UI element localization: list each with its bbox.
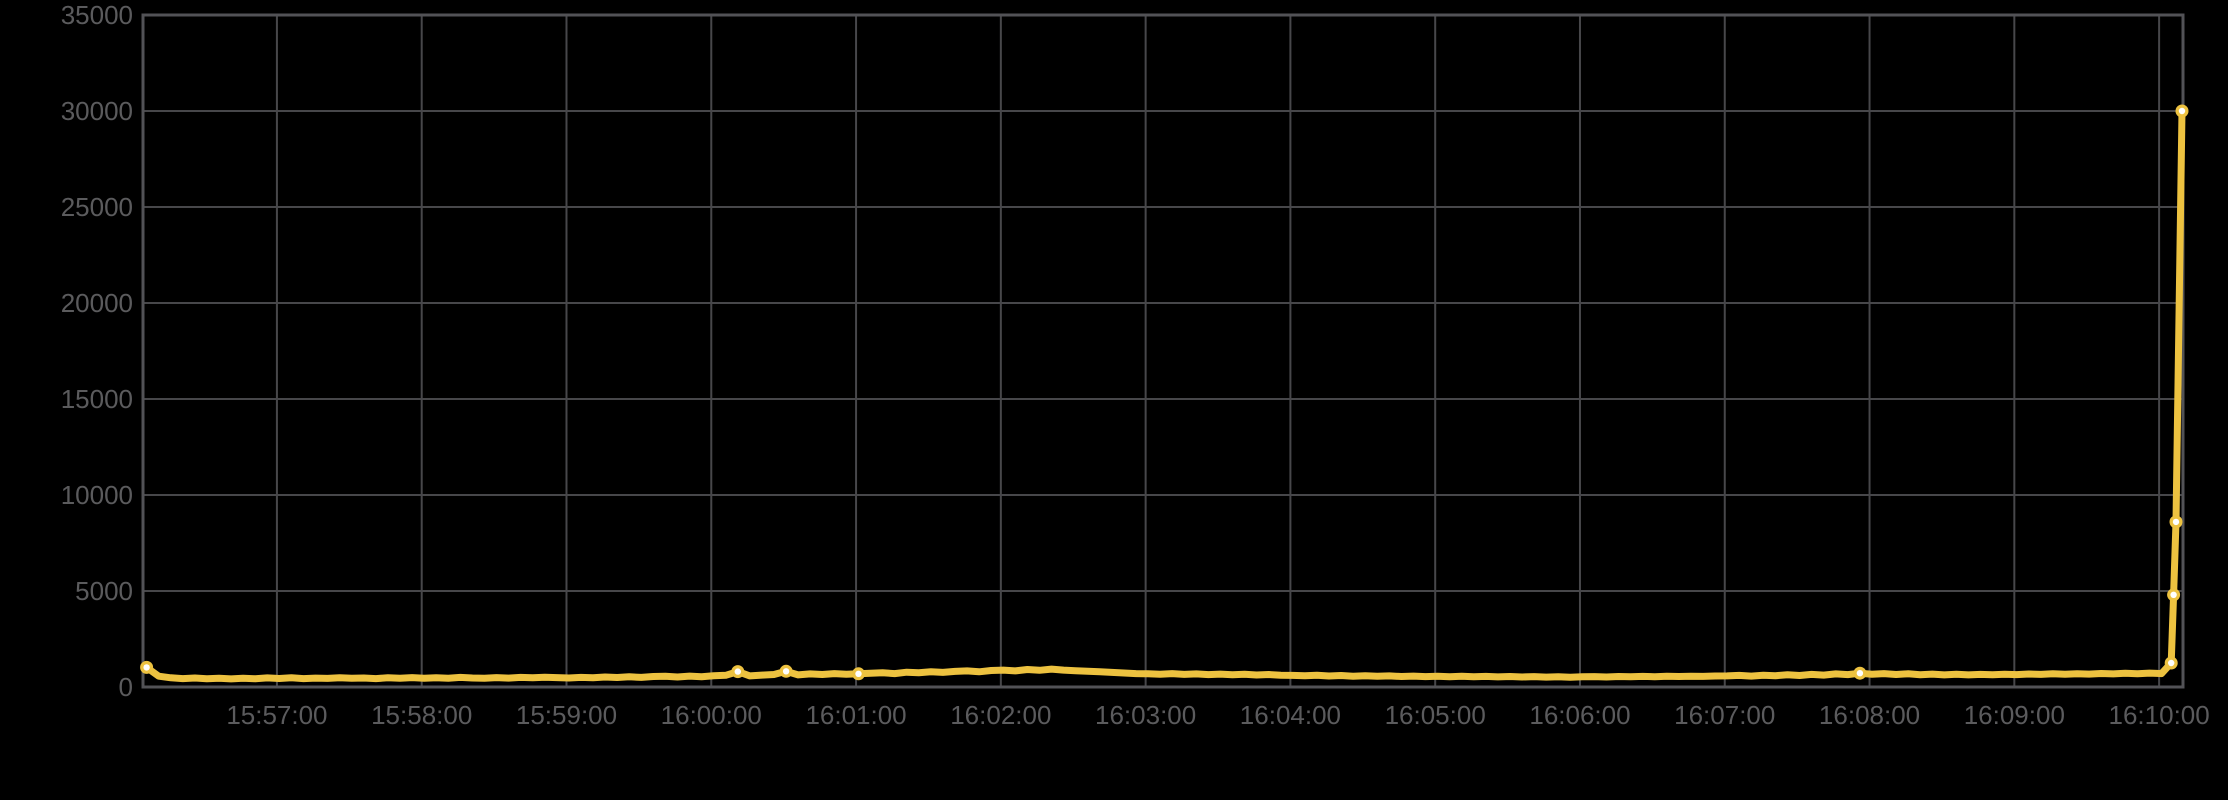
y-axis-label: 10000 [61, 480, 133, 510]
y-axis-label: 35000 [61, 0, 133, 30]
data-point-marker-center [143, 664, 150, 671]
data-point-marker-center [2170, 591, 2177, 598]
x-axis-label: 15:59:00 [516, 700, 617, 730]
x-axis-label: 16:02:00 [950, 700, 1051, 730]
data-point-marker-center [2178, 107, 2186, 115]
data-point-marker-center [2168, 659, 2175, 667]
x-axis-label: 16:05:00 [1385, 700, 1486, 730]
x-axis-label: 16:08:00 [1819, 700, 1920, 730]
y-axis-label: 15000 [61, 384, 133, 414]
x-axis-label: 16:06:00 [1529, 700, 1630, 730]
x-axis-label: 16:04:00 [1240, 700, 1341, 730]
data-point-marker-center [855, 670, 862, 677]
plot-border [141, 13, 2185, 689]
data-point-marker-center [782, 668, 790, 675]
y-axis-label: 20000 [61, 288, 133, 318]
data-point-marker-center [2172, 518, 2180, 526]
x-axis-label: 16:00:00 [661, 700, 762, 730]
x-axis-label: 16:07:00 [1674, 700, 1775, 730]
data-point-marker-center [1856, 670, 1864, 677]
x-axis-label: 15:57:00 [226, 700, 327, 730]
x-axis-label: 16:01:00 [805, 700, 906, 730]
x-axis-label: 16:10:00 [2109, 700, 2210, 730]
x-axis-label: 16:03:00 [1095, 700, 1196, 730]
x-axis-label: 15:58:00 [371, 700, 472, 730]
data-point-marker-center [734, 668, 741, 675]
y-axis-label: 5000 [75, 576, 133, 606]
plot-area[interactable] [143, 15, 2183, 687]
y-axis-label: 25000 [61, 192, 133, 222]
x-axis-label: 16:09:00 [1964, 700, 2065, 730]
y-axis-label: 0 [119, 672, 133, 702]
y-axis-label: 30000 [61, 96, 133, 126]
